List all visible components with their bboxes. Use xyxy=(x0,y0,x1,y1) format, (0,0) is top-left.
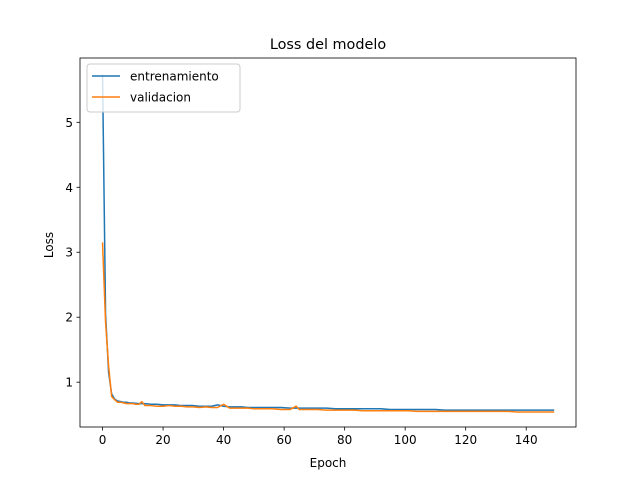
x-axis-label: Epoch xyxy=(310,456,347,470)
x-tick-label: 40 xyxy=(216,433,231,447)
y-tick-label: 4 xyxy=(65,181,73,195)
y-tick-label: 2 xyxy=(65,311,73,325)
series-line-1 xyxy=(101,74,555,411)
series-line-2 xyxy=(101,242,555,413)
legend-label-2: validacion xyxy=(130,91,191,105)
x-tick-label: 120 xyxy=(454,433,477,447)
y-tick-label: 3 xyxy=(65,246,73,260)
legend: entrenamiento validacion xyxy=(86,63,241,113)
chart-title: Loss del modelo xyxy=(270,37,387,53)
x-tick-label: 140 xyxy=(515,433,538,447)
plot-area: 0 20 40 60 80 100 120 140 1 2 3 4 5 xyxy=(65,57,577,447)
x-tick-label: 20 xyxy=(155,433,170,447)
y-tick-label: 5 xyxy=(65,116,73,130)
y-tick-label: 1 xyxy=(65,376,73,390)
axes-frame xyxy=(79,57,577,428)
x-tick-label: 60 xyxy=(276,433,291,447)
x-tick-label: 0 xyxy=(99,433,107,447)
legend-box xyxy=(86,63,241,113)
x-tick-label: 80 xyxy=(337,433,352,447)
x-tick-label: 100 xyxy=(394,433,417,447)
y-axis-label: Loss xyxy=(42,232,56,258)
legend-label-1: entrenamiento xyxy=(130,70,219,84)
